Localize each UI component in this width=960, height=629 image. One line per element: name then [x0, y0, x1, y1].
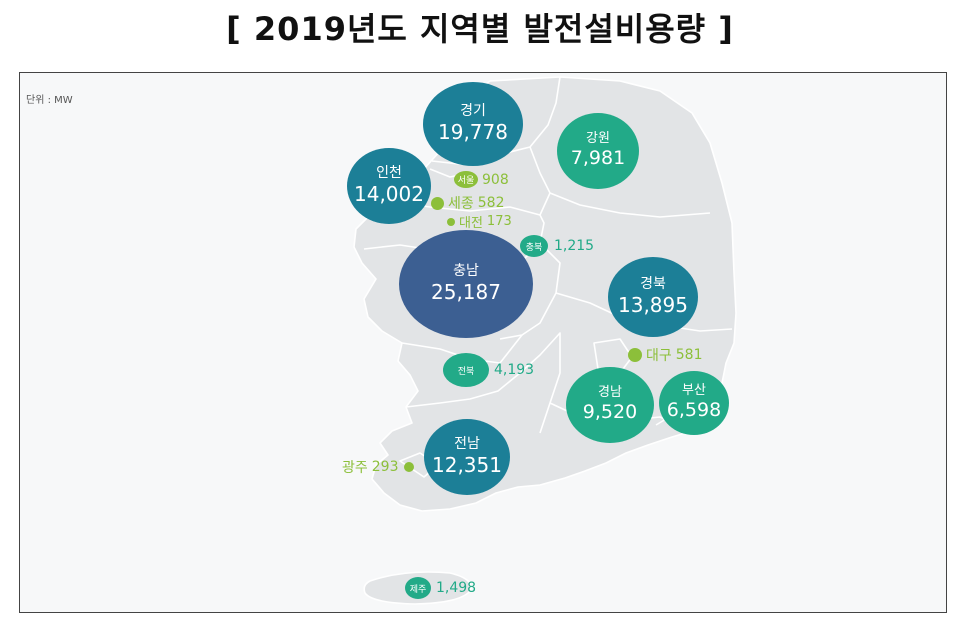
- region-name: 부산: [682, 383, 706, 399]
- region-value: 7,981: [570, 146, 626, 169]
- label-sejong: 세종 582: [431, 193, 505, 213]
- region-value: 293: [371, 459, 399, 475]
- label-chungbuk: 충북 1,215: [520, 235, 594, 257]
- label-jeju: 제주 1,498: [405, 577, 476, 599]
- daegu-marker: [628, 348, 642, 362]
- region-name: 경기: [460, 103, 486, 120]
- region-name: 대구: [646, 348, 672, 364]
- label-seoul: 서울 908: [454, 171, 509, 188]
- region-name: 세종: [448, 196, 474, 212]
- label-jeonbuk: 전북 4,193: [443, 353, 534, 387]
- region-name: 경북: [640, 276, 666, 293]
- region-name: 강원: [586, 131, 610, 147]
- label-daegu: 대구 581: [628, 345, 703, 365]
- region-name: 충남: [453, 263, 479, 280]
- page-title: [ 2019년도 지역별 발전설비용량 ]: [226, 10, 734, 48]
- daejeon-marker: [447, 217, 455, 226]
- region-value: 1,215: [554, 238, 595, 254]
- chungbuk-marker: 충북: [520, 235, 548, 257]
- bubble-gyeonggi: 경기 19,778: [423, 82, 523, 166]
- bubble-incheon: 인천 14,002: [347, 148, 431, 224]
- region-value: 19,778: [438, 119, 508, 144]
- region-name: 경남: [598, 385, 622, 401]
- bubble-gyeongbuk: 경북 13,895: [608, 257, 698, 337]
- region-name: 광주: [342, 460, 368, 476]
- seoul-marker: 서울: [454, 171, 478, 188]
- label-daejeon: 대전 173: [447, 212, 512, 231]
- region-value: 9,520: [582, 400, 638, 423]
- region-value: 1,498: [436, 580, 477, 596]
- bubble-gangwon: 강원 7,981: [557, 113, 639, 189]
- label-gwangju: 광주 293: [342, 457, 414, 477]
- unit-label: 단위 : MW: [26, 95, 73, 106]
- region-value: 173: [486, 214, 512, 229]
- region-value: 13,895: [618, 292, 688, 317]
- region-name: 인천: [376, 165, 402, 182]
- bubble-busan: 부산 6,598: [659, 371, 729, 435]
- gwangju-marker: [403, 462, 414, 472]
- jeju-marker: 제주: [405, 577, 431, 599]
- region-value: 582: [477, 195, 505, 211]
- region-value: 14,002: [354, 181, 424, 206]
- bubble-gyeongnam: 경남 9,520: [566, 367, 654, 443]
- region-value: 25,187: [431, 279, 501, 304]
- region-name: 전남: [454, 436, 480, 453]
- region-value: 908: [482, 171, 509, 188]
- map-frame: 단위 : MW 경기 19,778: [19, 72, 947, 613]
- jeonbuk-marker: 전북: [443, 353, 489, 387]
- sejong-marker: [431, 196, 444, 210]
- region-value: 6,598: [666, 398, 722, 421]
- region-value: 4,193: [494, 362, 535, 378]
- region-name: 대전: [459, 216, 483, 231]
- region-value: 581: [675, 347, 703, 363]
- region-value: 12,351: [432, 452, 502, 477]
- bubble-chungnam: 충남 25,187: [399, 230, 533, 338]
- bubble-jeonnam: 전남 12,351: [424, 419, 510, 495]
